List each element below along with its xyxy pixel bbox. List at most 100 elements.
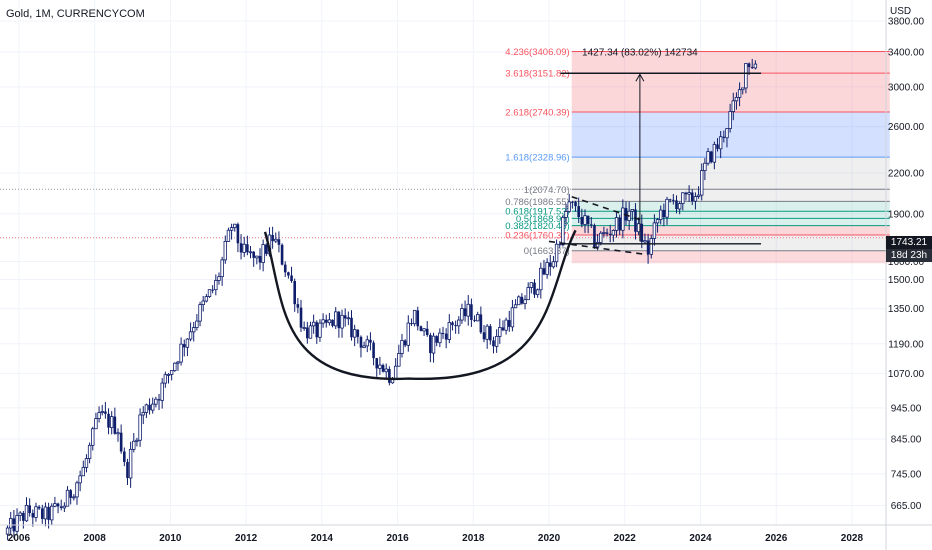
fib-zone bbox=[571, 157, 890, 190]
candle-body-down bbox=[356, 329, 360, 337]
candle-body-up bbox=[567, 201, 571, 212]
candle-body-up bbox=[223, 240, 227, 261]
candle-body-up bbox=[643, 240, 647, 243]
candle-body-down bbox=[750, 67, 754, 69]
fib-zone bbox=[571, 234, 890, 251]
candle-body-up bbox=[611, 230, 616, 236]
candle-body-down bbox=[451, 322, 454, 326]
candle-body-down bbox=[271, 235, 274, 242]
candle-body-up bbox=[160, 382, 164, 401]
candle-body-down bbox=[520, 296, 524, 304]
candle-body-up bbox=[179, 343, 183, 363]
fib-level-label: 3.618(3151.82) bbox=[505, 69, 569, 80]
candle-body-down bbox=[593, 225, 596, 247]
candle-body-up bbox=[138, 414, 142, 441]
candle-body-down bbox=[299, 307, 303, 328]
candle-body-down bbox=[429, 334, 432, 354]
x-tick-label: 2018 bbox=[462, 533, 485, 544]
y-axis-ticks: 3800.00 3400.00 3000.00 2600.00 2200.00 1900.… bbox=[888, 17, 925, 512]
y-tick-label: 3800.00 bbox=[888, 17, 925, 28]
fib-level-label: 0.5(1868.98) bbox=[516, 214, 570, 225]
candle-body-up bbox=[400, 340, 404, 354]
candle-body-up bbox=[132, 440, 136, 450]
candle-body-up bbox=[564, 211, 568, 218]
candle-body-up bbox=[87, 444, 92, 459]
candle-body-down bbox=[157, 399, 161, 401]
fib-level-label: 2.618(2740.39) bbox=[505, 107, 569, 118]
candle-body-down bbox=[277, 239, 281, 245]
candle-body-down bbox=[69, 490, 72, 498]
x-tick-label: 2008 bbox=[84, 533, 107, 544]
candle-body-down bbox=[283, 264, 287, 273]
candle-body-up bbox=[649, 238, 653, 255]
candle-body-up bbox=[72, 496, 76, 499]
candle-body-up bbox=[526, 287, 530, 301]
candle-body-down bbox=[634, 209, 637, 232]
candle-body-down bbox=[470, 304, 473, 320]
candle-body-down bbox=[716, 144, 719, 149]
candle-body-down bbox=[306, 327, 309, 339]
candle-body-down bbox=[672, 199, 675, 201]
candle-body-down bbox=[473, 319, 476, 321]
candle-body-up bbox=[365, 339, 369, 347]
measure-arrow-head bbox=[635, 73, 645, 82]
candle-body-down bbox=[148, 404, 151, 411]
candle-body-up bbox=[248, 251, 253, 254]
candle-body-down bbox=[47, 506, 50, 520]
candle-body-down bbox=[577, 206, 580, 217]
candle-body-up bbox=[81, 466, 85, 477]
candle-body-down bbox=[372, 342, 375, 359]
y-tick-label: 3000.00 bbox=[888, 82, 925, 93]
candle-body-down bbox=[31, 513, 35, 518]
fib-level-label: 0.382(1820.46) bbox=[505, 221, 569, 232]
candle-body-up bbox=[652, 222, 657, 239]
candle-body-up bbox=[311, 321, 316, 327]
candle-body-up bbox=[406, 322, 410, 346]
y-tick-label: 1350.00 bbox=[888, 304, 925, 315]
candle-body-down bbox=[435, 336, 438, 343]
measure-label: 1427.34 (83.02%) 142734 bbox=[582, 47, 698, 58]
candle-body-up bbox=[340, 314, 344, 329]
fib-zone bbox=[571, 250, 890, 264]
candle-body-up bbox=[412, 309, 417, 325]
x-tick-label: 2006 bbox=[8, 533, 31, 544]
candle-body-down bbox=[113, 416, 117, 434]
candle-body-down bbox=[107, 413, 110, 428]
candle-body-up bbox=[535, 289, 540, 296]
candle-body-down bbox=[343, 315, 347, 319]
y-tick-label: 745.00 bbox=[891, 469, 922, 480]
candle-body-up bbox=[192, 327, 196, 333]
fib-zone bbox=[571, 73, 890, 112]
candle-body-down bbox=[280, 244, 284, 265]
candle-body-up bbox=[217, 276, 221, 281]
candle-body-up bbox=[116, 432, 120, 435]
candle-body-up bbox=[169, 370, 174, 375]
candle-body-up bbox=[261, 244, 265, 263]
candle-body-up bbox=[753, 63, 758, 69]
candle-body-up bbox=[53, 503, 57, 507]
candle-body-down bbox=[640, 223, 644, 242]
candle-body-up bbox=[334, 311, 338, 327]
fib-zone bbox=[571, 51, 890, 74]
candle-body-up bbox=[274, 238, 278, 242]
candle-body-down bbox=[331, 319, 334, 326]
symbol-title: Gold, 1M, CURRENCYCOM bbox=[6, 8, 145, 20]
candle-body-up bbox=[144, 404, 149, 413]
candle-body-down bbox=[290, 275, 293, 282]
candle-body-up bbox=[15, 515, 19, 532]
y-tick-label: 945.00 bbox=[891, 403, 922, 414]
candle-body-up bbox=[517, 296, 521, 306]
candle-body-up bbox=[665, 198, 669, 218]
candle-body-up bbox=[75, 482, 79, 498]
candle-body-down bbox=[211, 289, 214, 291]
candle-body-up bbox=[94, 418, 98, 430]
candle-body-up bbox=[551, 261, 556, 268]
candle-body-up bbox=[173, 362, 177, 371]
candle-body-down bbox=[293, 281, 297, 305]
plot-background bbox=[0, 0, 886, 525]
candle-body-up bbox=[24, 504, 29, 522]
candle-body-up bbox=[561, 217, 565, 246]
candle-body-down bbox=[258, 256, 262, 263]
candle-body-up bbox=[655, 219, 660, 224]
